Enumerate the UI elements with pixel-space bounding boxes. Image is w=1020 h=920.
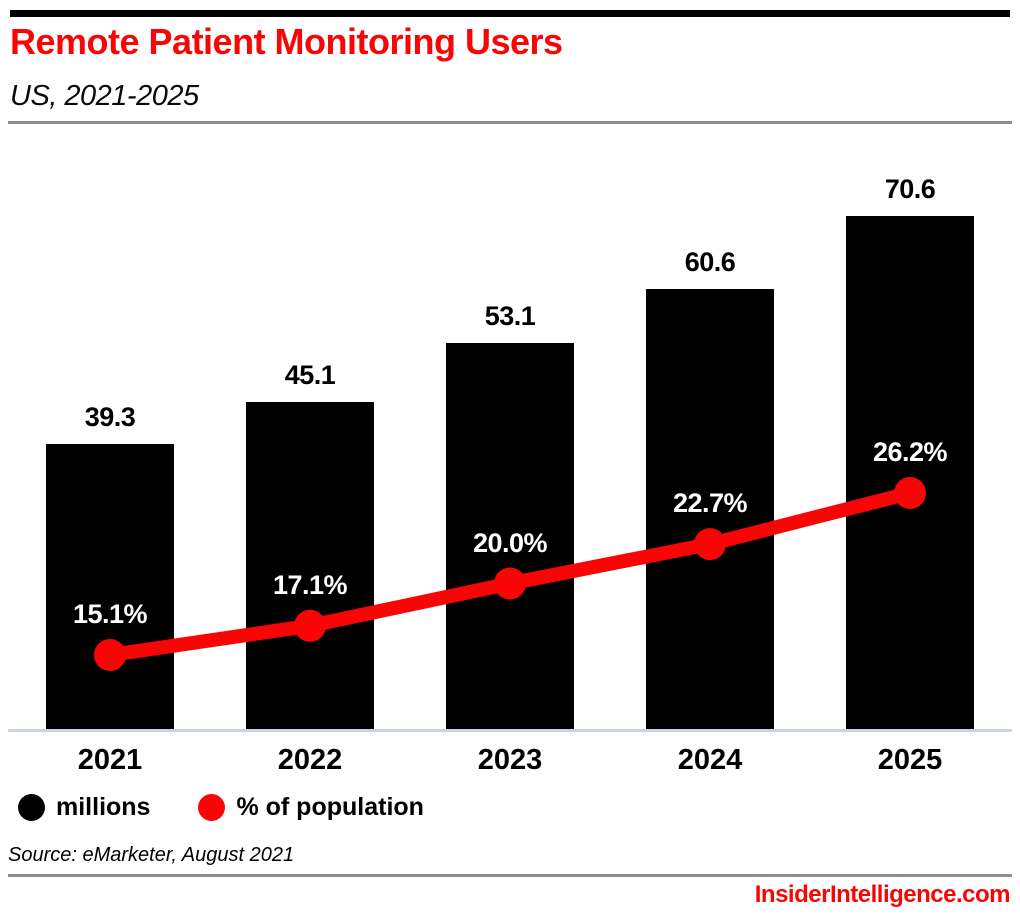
x-axis-label-2022: 2022 <box>277 744 343 776</box>
x-axis-label-2024: 2024 <box>677 744 743 776</box>
bar-value-label-2021: 39.3 <box>84 401 136 432</box>
x-axis-label-2025: 2025 <box>877 744 943 776</box>
line-value-label-2024: 22.7% <box>672 488 748 519</box>
x-axis-line <box>8 729 1012 732</box>
legend-item-millions: millions <box>18 793 150 822</box>
x-axis-label-2021: 2021 <box>77 744 143 776</box>
source-note: Source: eMarketer, August 2021 <box>8 844 295 866</box>
bar-2021 <box>46 443 174 729</box>
bar-value-label-2023: 53.1 <box>484 301 536 332</box>
line-value-label-2023: 20.0% <box>472 527 548 558</box>
legend: millions % of population <box>18 790 424 824</box>
line-value-label-2025: 26.2% <box>872 437 948 467</box>
bar-2025 <box>846 216 974 729</box>
legend-label: millions <box>56 792 151 821</box>
chart-subtitle: US, 2021-2025 <box>10 80 199 112</box>
x-axis-label-2023: 2023 <box>477 744 543 776</box>
site-link[interactable]: InsiderIntelligence.com <box>754 881 1011 908</box>
legend-label: % of population <box>236 792 424 821</box>
bar-value-label-2022: 45.1 <box>284 359 336 390</box>
bar-value-label-2024: 60.6 <box>684 247 736 278</box>
chart-title: Remote Patient Monitoring Users <box>10 21 563 62</box>
legend-item-population: % of population <box>198 792 424 822</box>
bar-2022 <box>246 401 374 729</box>
line-value-label-2022: 17.1% <box>272 569 348 600</box>
bar-value-label-2025: 70.6 <box>884 174 936 205</box>
bar-series-swatch <box>18 793 45 821</box>
header-divider <box>8 121 1012 124</box>
line-value-label-2021: 15.1% <box>72 599 148 629</box>
line-series-swatch <box>198 793 226 821</box>
footer-divider <box>8 874 1012 877</box>
top-accent-bar <box>10 10 1010 17</box>
